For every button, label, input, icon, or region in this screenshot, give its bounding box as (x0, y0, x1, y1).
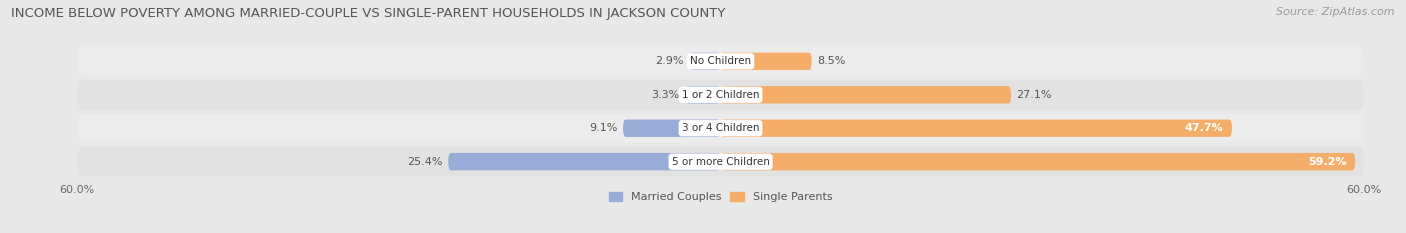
Text: 47.7%: 47.7% (1185, 123, 1223, 133)
FancyBboxPatch shape (721, 120, 1232, 137)
FancyBboxPatch shape (721, 86, 1011, 103)
FancyBboxPatch shape (689, 53, 721, 70)
Text: 5 or more Children: 5 or more Children (672, 157, 769, 167)
Text: 27.1%: 27.1% (1017, 90, 1052, 100)
Text: 3.3%: 3.3% (651, 90, 681, 100)
FancyBboxPatch shape (77, 47, 1364, 76)
FancyBboxPatch shape (77, 113, 1364, 143)
Text: 3 or 4 Children: 3 or 4 Children (682, 123, 759, 133)
Text: 2.9%: 2.9% (655, 56, 685, 66)
Text: 8.5%: 8.5% (817, 56, 845, 66)
FancyBboxPatch shape (721, 153, 1355, 170)
FancyBboxPatch shape (721, 53, 811, 70)
FancyBboxPatch shape (685, 86, 721, 103)
Text: Source: ZipAtlas.com: Source: ZipAtlas.com (1277, 7, 1395, 17)
Legend: Married Couples, Single Parents: Married Couples, Single Parents (605, 188, 837, 207)
FancyBboxPatch shape (77, 147, 1364, 176)
Text: INCOME BELOW POVERTY AMONG MARRIED-COUPLE VS SINGLE-PARENT HOUSEHOLDS IN JACKSON: INCOME BELOW POVERTY AMONG MARRIED-COUPL… (11, 7, 725, 20)
Text: 25.4%: 25.4% (408, 157, 443, 167)
FancyBboxPatch shape (77, 80, 1364, 110)
Text: No Children: No Children (690, 56, 751, 66)
Text: 59.2%: 59.2% (1308, 157, 1347, 167)
Text: 9.1%: 9.1% (589, 123, 617, 133)
Text: 1 or 2 Children: 1 or 2 Children (682, 90, 759, 100)
FancyBboxPatch shape (449, 153, 721, 170)
FancyBboxPatch shape (623, 120, 721, 137)
